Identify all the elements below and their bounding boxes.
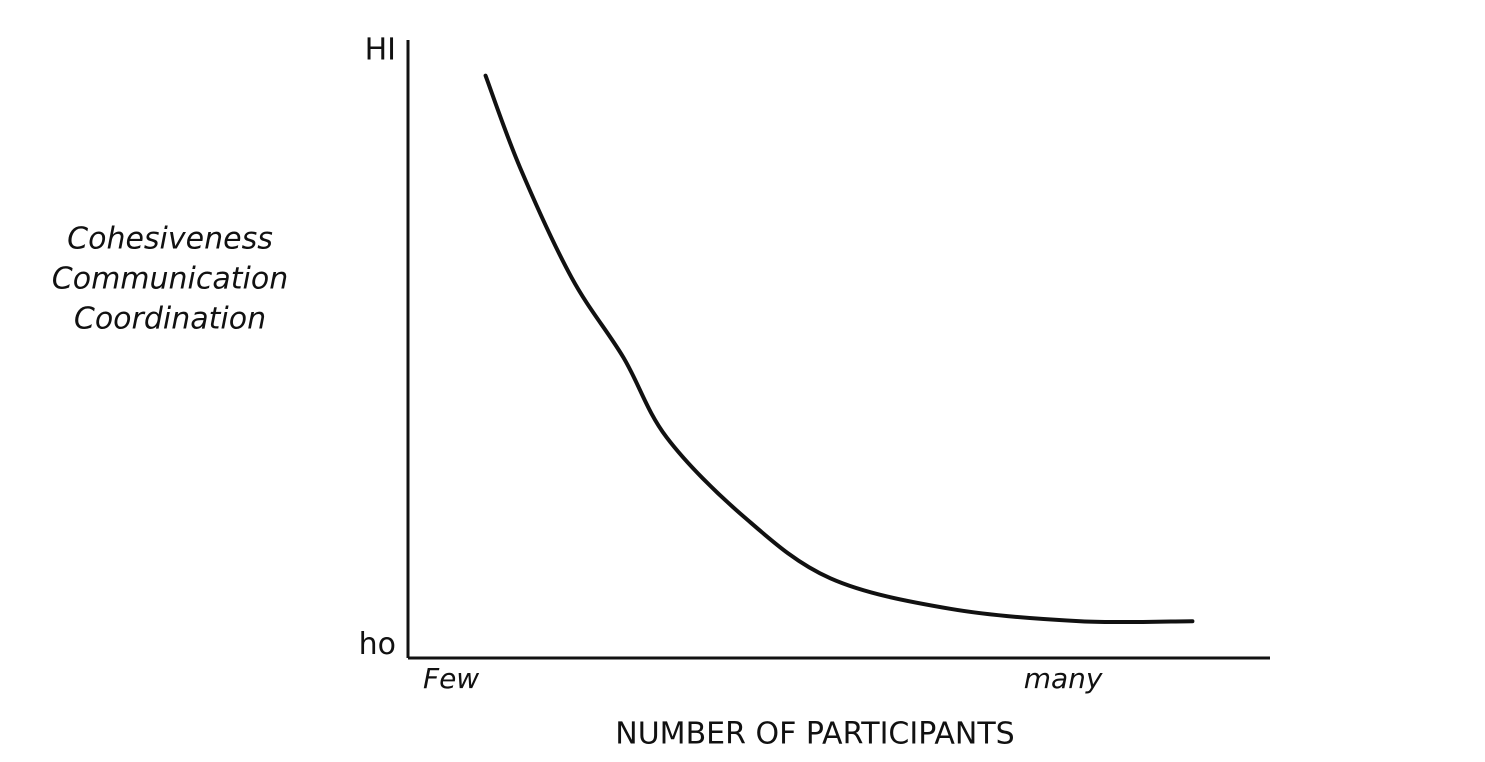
x-tick-label: many (1024, 662, 1103, 695)
y-axis-label: Communication (52, 262, 288, 297)
x-axis-label: NUMBER OF PARTICIPANTS (615, 717, 1014, 752)
line (483, 73, 1195, 625)
y-tick-label: HI (365, 33, 396, 68)
y-axis-label: Coordination (74, 302, 266, 337)
y-tick-label: ho (359, 627, 396, 662)
x-tick-label: Few (423, 662, 479, 695)
y-axis-label: Cohesiveness (67, 222, 273, 257)
